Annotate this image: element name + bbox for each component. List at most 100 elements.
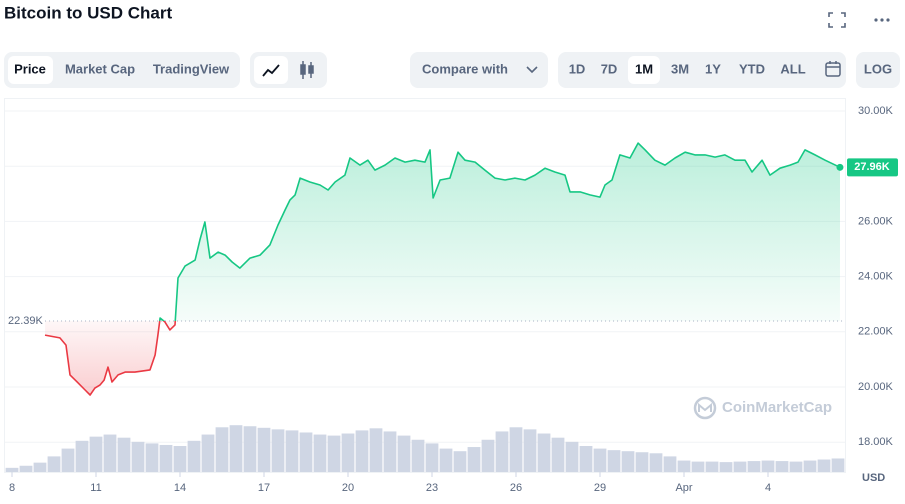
tab[interactable]: Market Cap — [65, 61, 135, 76]
log-label: LOG — [864, 61, 892, 76]
volume-bar — [719, 462, 733, 472]
volume-bar — [467, 447, 481, 472]
range[interactable]: 1Y — [705, 61, 721, 76]
volume-bar — [411, 439, 425, 472]
baseline-label: 22.39K — [8, 315, 44, 327]
x-tick-label: 14 — [174, 482, 186, 494]
watermark: CoinMarketCap — [693, 396, 832, 420]
log-button[interactable] — [856, 52, 900, 88]
y-tick-label: 18.00K — [858, 436, 894, 448]
chart-title: Bitcoin to USD Chart — [4, 3, 172, 22]
range[interactable]: 7D — [601, 61, 618, 76]
volume-bar — [817, 459, 831, 472]
volume-bar — [733, 461, 747, 472]
volume-bar — [117, 437, 131, 472]
range[interactable]: 3M — [671, 61, 689, 76]
volume-bar — [705, 461, 719, 472]
last-price-label: 27.96K — [854, 161, 890, 173]
line-style-button[interactable] — [254, 56, 288, 84]
volume-bar — [691, 461, 705, 472]
range[interactable]: ALL — [780, 61, 805, 76]
volume-bar — [299, 432, 313, 472]
volume-bar — [243, 426, 257, 472]
volume-bar — [397, 435, 411, 472]
y-tick-label: 22.00K — [858, 326, 894, 338]
volume-bar — [131, 441, 145, 472]
volume-bar — [33, 462, 47, 472]
volume-bar — [607, 450, 621, 472]
compare-button[interactable] — [410, 52, 548, 88]
volume-bar — [47, 456, 61, 472]
x-tick-label: 17 — [258, 482, 270, 494]
expand-icon[interactable] — [828, 12, 846, 28]
volume-bar — [775, 461, 789, 472]
volume-bar — [831, 458, 845, 472]
volume-bar — [523, 429, 537, 472]
watermark-text: CoinMarketCap — [722, 399, 832, 416]
y-tick-label: 30.00K — [858, 105, 894, 117]
volume-bar — [509, 427, 523, 472]
tab[interactable]: Price — [14, 61, 46, 76]
last-price-tag — [847, 158, 898, 177]
volume-bar — [579, 446, 593, 472]
range[interactable]: 1D — [569, 61, 586, 76]
volume-bar — [201, 434, 215, 472]
volume-bar — [369, 428, 383, 472]
x-tick-label: 26 — [510, 482, 522, 494]
volume-bar — [789, 461, 803, 472]
volume-bar — [635, 452, 649, 472]
volume-bar — [677, 460, 691, 472]
volume-bar — [663, 456, 677, 472]
range[interactable]: YTD — [739, 61, 765, 76]
y-tick-label: 24.00K — [858, 271, 894, 283]
plot-frame — [4, 98, 846, 473]
volume-bar — [621, 451, 635, 472]
volume-bar — [453, 451, 467, 472]
volume-bar — [257, 427, 271, 472]
more-icon[interactable] — [874, 18, 890, 22]
tab[interactable]: TradingView — [153, 61, 230, 76]
volume-bar — [187, 440, 201, 472]
range-selected — [628, 56, 660, 84]
x-tick-label: 11 — [90, 482, 101, 494]
volume-bar — [649, 453, 663, 472]
x-tick-label: Apr — [675, 482, 692, 494]
volume-bar — [551, 437, 565, 472]
volume-bar — [761, 460, 775, 472]
x-tick-label: 23 — [426, 482, 438, 494]
volume-bar — [159, 444, 173, 472]
x-tick-label: 20 — [342, 482, 354, 494]
y-tick-label: 20.00K — [858, 381, 894, 393]
calendar-icon[interactable] — [825, 61, 841, 77]
last-point — [836, 163, 844, 171]
candle-icon[interactable] — [300, 61, 314, 79]
volume-bar — [593, 448, 607, 472]
volume-bar — [537, 433, 551, 472]
volume-bar — [495, 431, 509, 472]
tab-selected — [8, 56, 53, 84]
volume-bar — [355, 430, 369, 472]
area-below — [45, 321, 176, 395]
volume-bar — [313, 434, 327, 472]
x-tick-label: 8 — [9, 482, 15, 494]
currency-label: USD — [862, 472, 885, 484]
chevron-icon — [526, 66, 538, 74]
volume-bar — [425, 443, 439, 472]
compare-label: Compare with — [422, 61, 508, 76]
volume-bar — [89, 436, 103, 472]
volume-bar — [439, 448, 453, 472]
volume-bar — [61, 448, 75, 472]
volume-bar — [747, 461, 761, 472]
volume-bar — [565, 441, 579, 472]
volume-bar — [481, 439, 495, 472]
x-tick-label: 4 — [765, 482, 771, 494]
volume-bar — [5, 467, 19, 472]
volume-bar — [803, 460, 817, 472]
volume-bar — [19, 465, 33, 472]
volume-bar — [271, 429, 285, 472]
range[interactable]: 1M — [635, 61, 653, 76]
volume-bar — [145, 443, 159, 472]
volume-bar — [215, 427, 229, 472]
volume-bar — [103, 434, 117, 472]
